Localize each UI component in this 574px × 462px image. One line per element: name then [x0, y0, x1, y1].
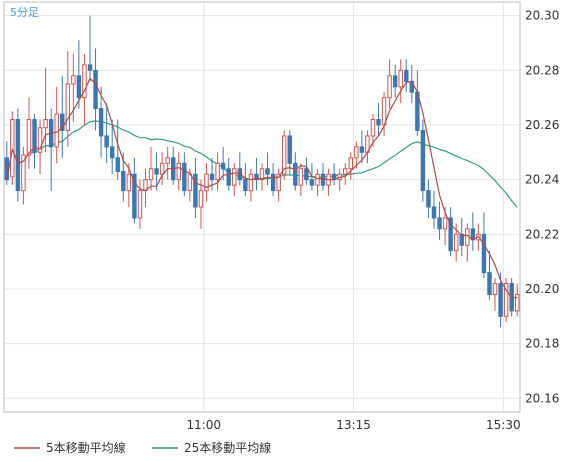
y-tick-label: 20.26 [525, 118, 559, 132]
candle-body-up [187, 173, 193, 192]
plot-background [4, 2, 520, 412]
candle-body-up [43, 119, 48, 129]
candle-body-up [348, 157, 353, 170]
candle-body-down [132, 173, 137, 219]
candle-body-up [281, 135, 287, 175]
candle-body-up [276, 173, 281, 192]
candle-body-up [26, 119, 32, 156]
candle-body-up [204, 173, 209, 192]
y-tick-label: 20.16 [525, 391, 559, 405]
candle-body-down [270, 173, 276, 192]
candle-body-up [453, 233, 459, 252]
y-tick-label: 20.22 [525, 227, 559, 241]
candle-body-down [87, 64, 93, 71]
ma5-line [6, 77, 518, 299]
candle-body-down [265, 168, 270, 175]
candle-body-down [481, 233, 487, 274]
candle-body-down [431, 206, 437, 219]
candle-body-up [37, 127, 43, 153]
legend-ma5-label: 5本移動平均線 [46, 440, 126, 455]
candle-body-up [71, 75, 76, 85]
candle-body-up [21, 154, 26, 192]
candle-body-down [320, 173, 326, 186]
candle-body-up [215, 162, 220, 181]
candle-body-down [498, 283, 503, 317]
candle-body-down [93, 69, 98, 110]
candle-body-down [98, 108, 104, 137]
candle-body-down [209, 173, 215, 181]
candle-body-down [448, 217, 453, 252]
candle-body-down [32, 119, 37, 153]
candle-body-up [165, 157, 170, 164]
legend-ma25-label: 25本移動平均線 [184, 440, 271, 455]
candle-body-up [315, 173, 320, 186]
candle-body-up [198, 190, 204, 208]
candle-body-up [248, 173, 254, 192]
candle-body-down [420, 129, 426, 192]
candle-body-down [60, 113, 65, 131]
y-tick-label: 20.18 [525, 337, 559, 351]
candle-body-up [298, 168, 304, 186]
candle-body-up [354, 146, 359, 159]
y-axis-ticks: 20.16 20.18 20.20 20.22 20.24 20.26 20.28 20.30 [525, 9, 559, 406]
candle-body-up [137, 190, 143, 219]
candle-body-up [65, 83, 71, 131]
x-tick-label: 13:15 [336, 418, 371, 432]
candle-body-down [287, 135, 292, 164]
y-tick-label: 20.24 [525, 173, 559, 187]
candle-body-down [309, 179, 315, 186]
candle-body-up [343, 168, 348, 175]
ma5-layer [6, 77, 518, 299]
candle-body-down [220, 162, 226, 170]
x-tick-label: 15:30 [486, 418, 521, 432]
candle-body-up [232, 168, 237, 186]
candle-body-up [159, 162, 165, 175]
candle-body-down [376, 119, 381, 126]
y-tick-label: 20.20 [525, 282, 559, 296]
candle-body-down [426, 190, 431, 208]
candle-body-up [492, 283, 498, 295]
candle-body-up [503, 283, 509, 317]
candle-body-up [259, 168, 265, 181]
candle-body-down [15, 119, 21, 192]
candle-body-down [104, 135, 109, 148]
candle-body-up [148, 168, 154, 181]
candle-body-down [254, 173, 259, 181]
candle-body-up [387, 75, 392, 99]
candle-body-down [487, 272, 492, 295]
candle-body-down [404, 69, 409, 82]
candle-body-down [76, 75, 82, 99]
candle-body-down [392, 75, 398, 88]
candle-body-down [182, 162, 187, 192]
plot-border [3, 1, 521, 413]
candle-body-down [226, 168, 231, 186]
candle-body-down [154, 168, 159, 175]
x-tick-label: 11:00 [186, 418, 221, 432]
candle-body-down [459, 233, 464, 246]
candle-body-up [381, 97, 387, 126]
candle-body-down [243, 179, 248, 192]
candle-body-down [359, 146, 365, 153]
candle-body-down [121, 170, 126, 192]
candle-body-down [115, 157, 120, 172]
candle-body-down [293, 162, 298, 186]
period-label: 5分足 [10, 6, 39, 19]
candle-body-up [398, 69, 403, 88]
candle-body-up [176, 162, 181, 181]
legend: 5本移動平均線 25本移動平均線 [14, 440, 271, 455]
y-tick-label: 20.28 [525, 63, 559, 77]
candle-body-down [193, 173, 198, 208]
y-tick-label: 20.30 [525, 9, 559, 23]
candle-body-up [442, 217, 448, 230]
candle-body-down [304, 168, 309, 181]
candle-body-up [82, 64, 87, 99]
candle-body-up [126, 173, 132, 192]
candle-body-down [437, 217, 442, 230]
x-axis-ticks: 11:00 13:15 15:30 [186, 418, 520, 432]
candle-body-up [515, 293, 520, 312]
candle-body-down [109, 146, 115, 159]
candle-body-up [370, 119, 376, 137]
